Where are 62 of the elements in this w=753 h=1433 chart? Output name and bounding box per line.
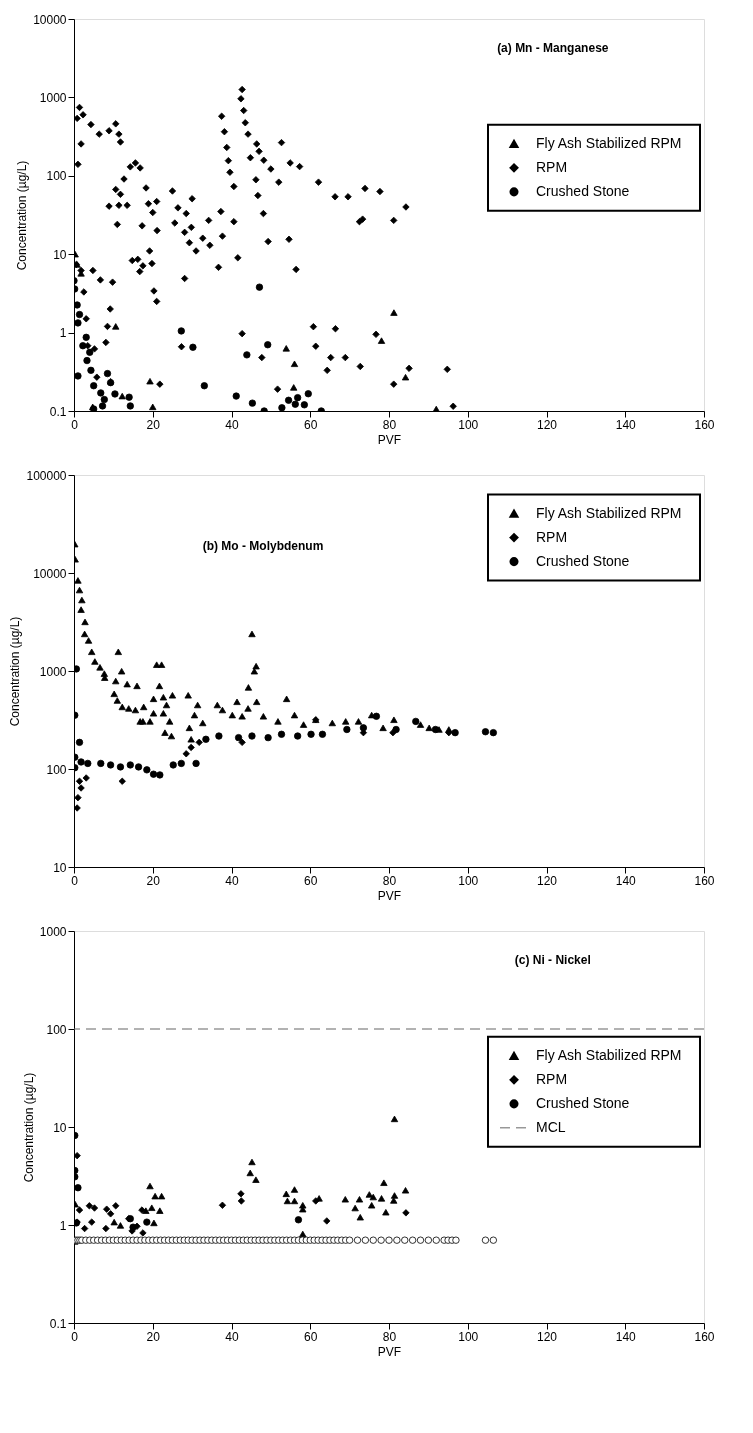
x-tick-label: 0 — [71, 873, 79, 888]
y-tick-label: 10 — [53, 247, 67, 262]
legend-label: Crushed Stone — [536, 1094, 630, 1111]
x-tick-label: 80 — [382, 873, 397, 888]
y-tick-label: 10 — [53, 1120, 67, 1135]
y-tick-label: 100 — [46, 1022, 67, 1037]
x-tick-label: 100 — [458, 873, 479, 888]
x-tick-label: 100 — [458, 417, 479, 432]
x-tick-label: 60 — [304, 1329, 318, 1344]
x-tick-label: 60 — [304, 873, 318, 888]
x-tick-label: 160 — [694, 873, 715, 888]
legend-label: Fly Ash Stabilized RPM — [536, 1046, 682, 1063]
text: (b) Mo - Molybdenum — [202, 538, 324, 553]
y-axis-title: Concentration (µg/L) — [15, 160, 30, 271]
x-axis-title: PVF — [377, 432, 402, 447]
legend-label: Fly Ash Stabilized RPM — [536, 504, 682, 521]
legend-label: Crushed Stone — [536, 182, 630, 199]
y-tick-label: 100 — [46, 762, 67, 777]
legend-label: Crushed Stone — [536, 552, 630, 569]
x-tick-label: 120 — [536, 873, 558, 888]
y-tick-label: 10000 — [33, 12, 67, 27]
legend-label: RPM — [536, 158, 568, 175]
legend-label: RPM — [536, 528, 568, 545]
legend-label: Fly Ash Stabilized RPM — [536, 134, 682, 151]
y-tick-label: 10000 — [33, 566, 67, 581]
y-tick-label: 100 — [46, 169, 67, 184]
y-tick-label: 0.1 — [49, 1316, 67, 1331]
x-tick-label: 20 — [146, 873, 161, 888]
x-axis-title: PVF — [377, 888, 402, 903]
x-axis-title: PVF — [377, 1344, 402, 1359]
text: (c) Ni - Nickel — [514, 953, 591, 968]
legend-label: MCL — [536, 1118, 566, 1135]
y-tick-label: 100000 — [26, 468, 67, 483]
y-tick-label: 1 — [59, 326, 67, 341]
x-tick-label: 140 — [615, 1329, 637, 1344]
x-tick-label: 120 — [536, 1329, 558, 1344]
x-tick-label: 80 — [382, 1329, 397, 1344]
y-tick-label: 0.1 — [49, 404, 67, 419]
y-tick-label: 1 — [59, 1218, 67, 1233]
x-tick-label: 40 — [225, 417, 239, 432]
y-tick-label: 1000 — [39, 924, 67, 939]
x-tick-label: 40 — [225, 873, 239, 888]
x-tick-label: 160 — [694, 1329, 715, 1344]
text: (a) Mn - Manganese — [497, 41, 609, 56]
x-tick-label: 0 — [71, 1329, 79, 1344]
x-tick-label: 60 — [304, 417, 318, 432]
x-tick-label: 40 — [225, 1329, 239, 1344]
y-tick-label: 1000 — [39, 90, 67, 105]
x-tick-label: 100 — [458, 1329, 479, 1344]
x-tick-label: 80 — [382, 417, 397, 432]
x-tick-label: 0 — [71, 417, 79, 432]
y-axis-title: Concentration (µg/L) — [21, 1072, 36, 1183]
x-tick-label: 20 — [146, 417, 161, 432]
x-tick-label: 140 — [615, 873, 637, 888]
legend-label: RPM — [536, 1070, 568, 1087]
x-tick-label: 160 — [694, 417, 715, 432]
x-tick-label: 120 — [536, 417, 558, 432]
x-tick-label: 20 — [146, 1329, 161, 1344]
y-axis-title: Concentration (µg/L) — [8, 616, 23, 727]
y-tick-label: 10 — [53, 860, 67, 875]
y-tick-label: 1000 — [39, 664, 67, 679]
x-tick-label: 140 — [615, 417, 637, 432]
